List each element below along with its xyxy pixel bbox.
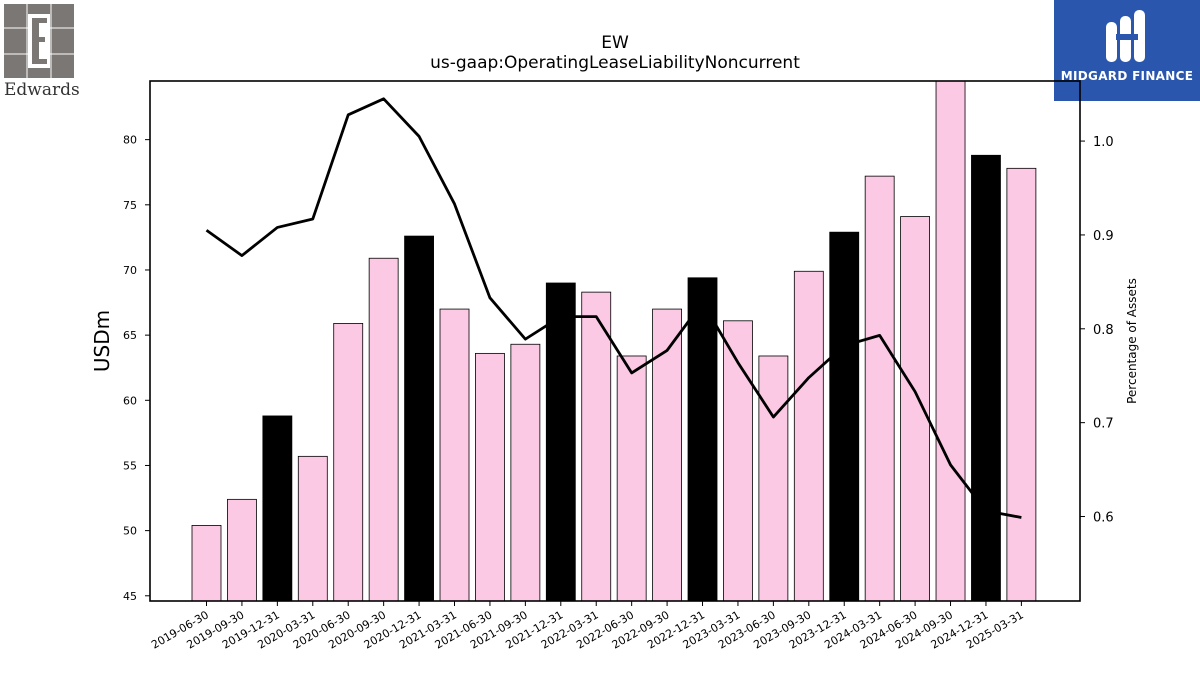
bar: [935, 80, 966, 602]
midgard-finance-logo: MIDGARD FINANCE: [1054, 0, 1200, 101]
bar: [227, 498, 257, 602]
y2-axis-label: Percentage of Assets: [1125, 278, 1139, 404]
y-tick-label: 55: [123, 459, 137, 472]
y-tick-label: 70: [123, 264, 137, 277]
midgard-emblem-icon: [1106, 10, 1145, 62]
y2-tick-label: 0.6: [1093, 511, 1114, 526]
edwards-emblem-icon: [4, 4, 74, 78]
bar: [971, 154, 1001, 602]
bar: [368, 257, 399, 602]
bar: [333, 323, 364, 602]
bar: [687, 277, 718, 602]
y-tick-label: 65: [123, 329, 137, 342]
y-tick-label: 60: [123, 394, 137, 407]
midgard-wordmark: MIDGARD FINANCE: [1060, 69, 1194, 83]
plot-frame: [149, 80, 1081, 602]
y-tick-label: 80: [123, 134, 137, 147]
bar: [829, 231, 860, 602]
bar: [297, 455, 328, 602]
y-tick-label: 50: [123, 525, 137, 538]
bar: [439, 308, 470, 602]
edwards-logo: Edwards: [4, 4, 80, 100]
bar: [262, 415, 293, 602]
y2-tick-label: 0.9: [1093, 229, 1114, 244]
bar: [404, 235, 434, 602]
bar: [1006, 167, 1037, 602]
bar: [758, 355, 789, 602]
bar: [191, 525, 222, 602]
bar: [864, 175, 895, 602]
y2-tick-label: 0.8: [1093, 323, 1114, 338]
y2-tick-label: 0.7: [1093, 417, 1114, 432]
y-tick-label: 75: [123, 199, 137, 212]
bar: [475, 352, 505, 602]
bar: [545, 282, 576, 602]
chart-title: EW: [601, 33, 629, 53]
bar: [616, 355, 647, 602]
bar: [652, 308, 682, 602]
bar: [510, 343, 541, 602]
bar: [900, 216, 930, 602]
y-axis-label: USDm: [90, 310, 114, 372]
percentage-line: [205, 97, 1022, 519]
y-tick-label: 45: [123, 590, 137, 603]
chart-subtitle: us-gaap:OperatingLeaseLiabilityNoncurren…: [430, 53, 800, 73]
bar: [793, 270, 824, 602]
bar: [581, 291, 612, 602]
y2-tick-label: 1.0: [1093, 135, 1114, 150]
edwards-wordmark: Edwards: [4, 80, 80, 100]
bar: [723, 320, 753, 602]
